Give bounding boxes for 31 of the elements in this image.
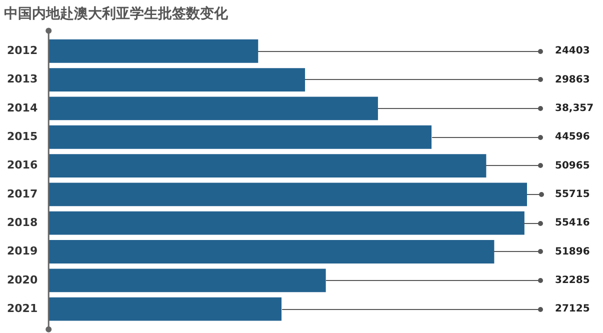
bar (48, 39, 258, 63)
data-label: 50965 (555, 160, 590, 172)
y-tick-label: 2019 (6, 244, 38, 258)
data-label: 29863 (555, 74, 590, 86)
y-tick-label: 2014 (6, 101, 38, 114)
bar (48, 297, 282, 321)
bar (48, 96, 378, 120)
y-tick-label: 2015 (6, 130, 38, 143)
y-tick-label: 2016 (6, 158, 38, 172)
bar (48, 240, 494, 264)
y-tick-label: 2021 (6, 302, 38, 315)
data-label: 55715 (555, 189, 590, 200)
chart-title: 中国内地赴澳大利亚学生批签数变化 (4, 5, 229, 22)
data-label: 32285 (555, 275, 590, 286)
y-tick-label: 2020 (6, 273, 38, 286)
data-label: 51896 (555, 246, 590, 258)
bar (48, 182, 527, 206)
y-tick-label: 2012 (6, 44, 38, 57)
data-label: 27125 (555, 304, 590, 315)
data-label: 24403 (555, 46, 590, 57)
bar (48, 125, 432, 149)
bar (48, 68, 306, 92)
bar (48, 268, 326, 292)
bar (48, 154, 486, 178)
data-label: 38,357 (555, 103, 594, 114)
bar (48, 211, 524, 235)
data-label: 55416 (555, 218, 590, 229)
data-label: 44596 (555, 132, 590, 143)
y-tick-label: 2018 (6, 216, 38, 229)
y-tick-label: 2017 (6, 187, 38, 200)
y-tick-label: 2013 (6, 72, 38, 86)
